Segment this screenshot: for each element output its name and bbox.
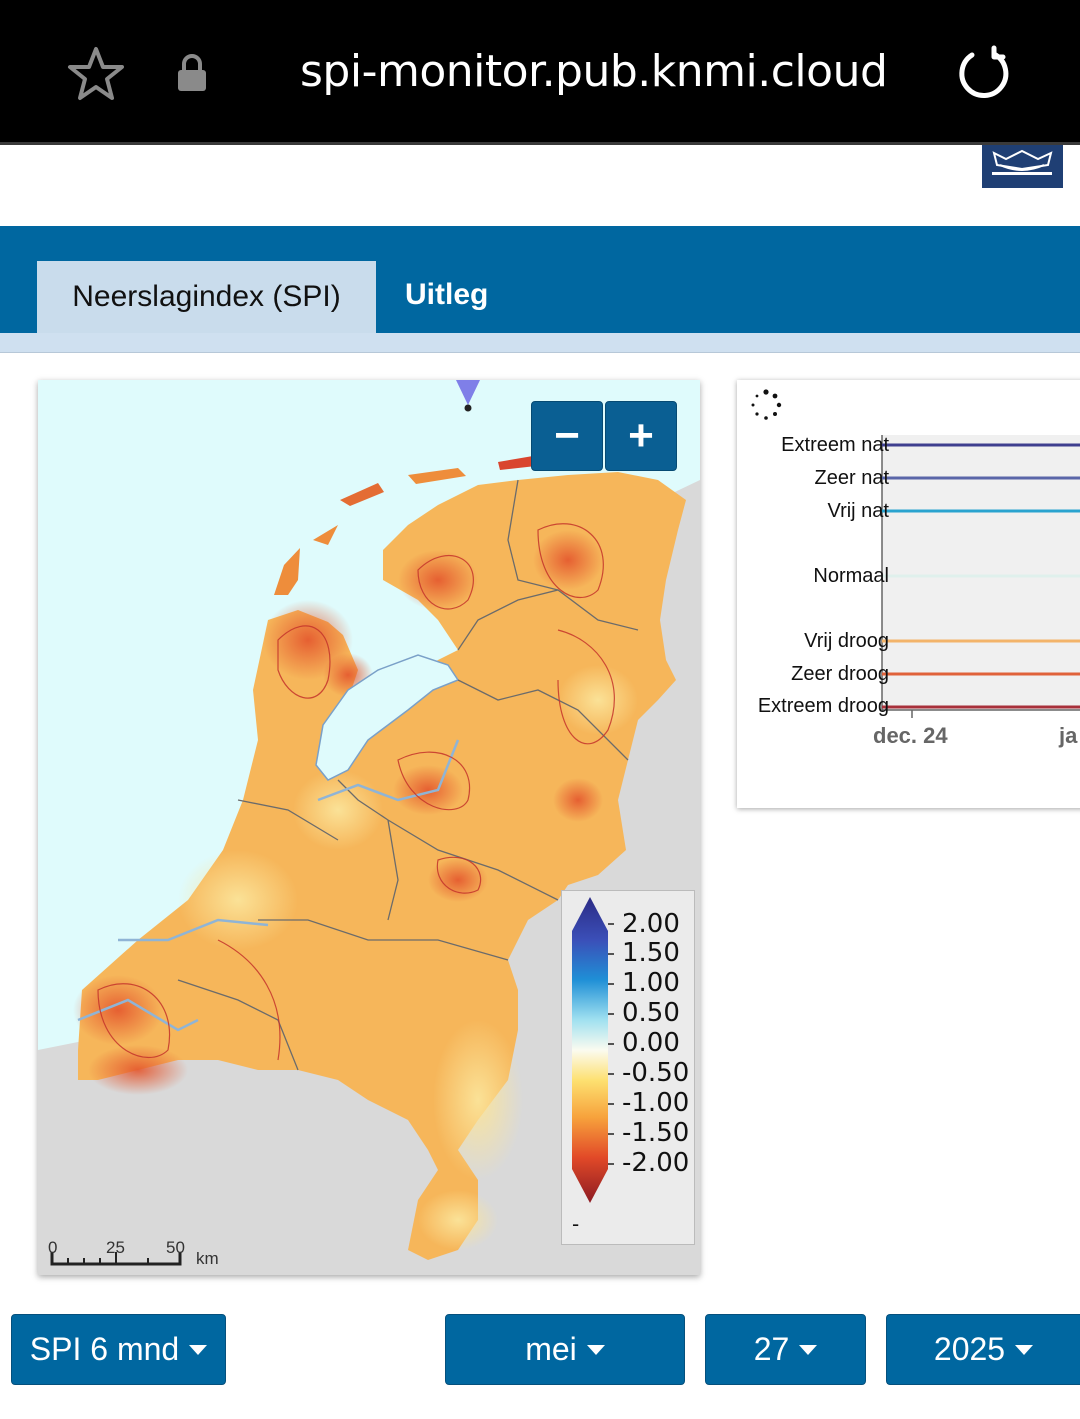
legend-label-2.00: 2.00 (622, 909, 680, 939)
tab-content-strip (0, 333, 1080, 353)
scale-tick-50: 50 (166, 1238, 185, 1257)
chart-label-vrij-droog: Vrij droog (804, 630, 889, 652)
chart-label-vrij-nat: Vrij nat (827, 500, 889, 522)
reload-icon[interactable] (956, 45, 1014, 103)
scale-unit: km (196, 1249, 219, 1268)
star-icon[interactable] (66, 45, 126, 103)
legend-label-0.00: 0.00 (622, 1028, 680, 1058)
chart-label-extreem-nat: Extreem nat (781, 434, 889, 456)
map-canvas (38, 380, 700, 1266)
zoom-in-button[interactable]: + (605, 401, 677, 471)
browser-toolbar: spi-monitor.pub.knmi.cloud (0, 0, 1080, 145)
chart-label-zeer-nat: Zeer nat (814, 467, 889, 489)
spi-period-value: SPI 6 mnd (29, 1331, 180, 1367)
netherlands-land (78, 472, 686, 1260)
spi-map[interactable]: 0 25 50 km (38, 380, 700, 1275)
legend-below-label: - (572, 1212, 580, 1236)
month-value: mei (525, 1331, 577, 1367)
map-scale-bar (50, 1252, 182, 1266)
tab-neerslagindex[interactable]: Neerslagindex (SPI) (37, 261, 376, 333)
scale-tick-25: 25 (106, 1238, 125, 1257)
legend-label--1.50: -1.50 (622, 1118, 690, 1148)
spi-timeseries-chart[interactable]: Extreem nat Zeer nat Vrij nat Normaal Vr… (737, 380, 1080, 808)
year-value: 2025 (933, 1331, 1006, 1367)
toolbar-divider (0, 142, 1080, 145)
chevron-down-icon (799, 1344, 818, 1355)
legend-label--2.00: -2.00 (622, 1148, 690, 1178)
legend-label--1.00: -1.00 (622, 1088, 690, 1118)
legend-label-1.50: 1.50 (622, 938, 680, 968)
legend-label--0.50: -0.50 (622, 1058, 690, 1088)
map-legend (561, 890, 695, 1245)
legend-label-1.00: 1.00 (622, 968, 680, 998)
chevron-down-icon (586, 1344, 605, 1355)
scale-tick-0: 0 (48, 1238, 58, 1257)
lock-icon[interactable] (176, 53, 208, 93)
day-dropdown[interactable]: 27 (705, 1314, 866, 1385)
chevron-down-icon (189, 1344, 208, 1355)
chevron-down-icon (1015, 1344, 1034, 1355)
chart-x-tick-dec-24: dec. 24 (873, 723, 948, 748)
chart-label-normaal: Normaal (813, 565, 889, 587)
rijksoverheid-logo[interactable] (982, 145, 1063, 188)
year-dropdown[interactable]: 2025 (886, 1314, 1080, 1385)
chart-x-tick-jan: ja (1059, 723, 1078, 748)
loading-spinner-icon (751, 389, 782, 420)
chart-label-extreem-droog: Extreem droog (757, 695, 889, 717)
spi-period-dropdown[interactable]: SPI 6 mnd (11, 1314, 226, 1385)
zoom-out-button[interactable]: − (531, 401, 603, 471)
legend-label-0.50: 0.50 (622, 998, 680, 1028)
address-bar-url[interactable]: spi-monitor.pub.knmi.cloud (300, 46, 888, 97)
tab-uitleg[interactable]: Uitleg (405, 278, 489, 311)
month-dropdown[interactable]: mei (445, 1314, 685, 1385)
chart-label-zeer-droog: Zeer droog (791, 663, 889, 685)
day-value: 27 (753, 1331, 790, 1367)
